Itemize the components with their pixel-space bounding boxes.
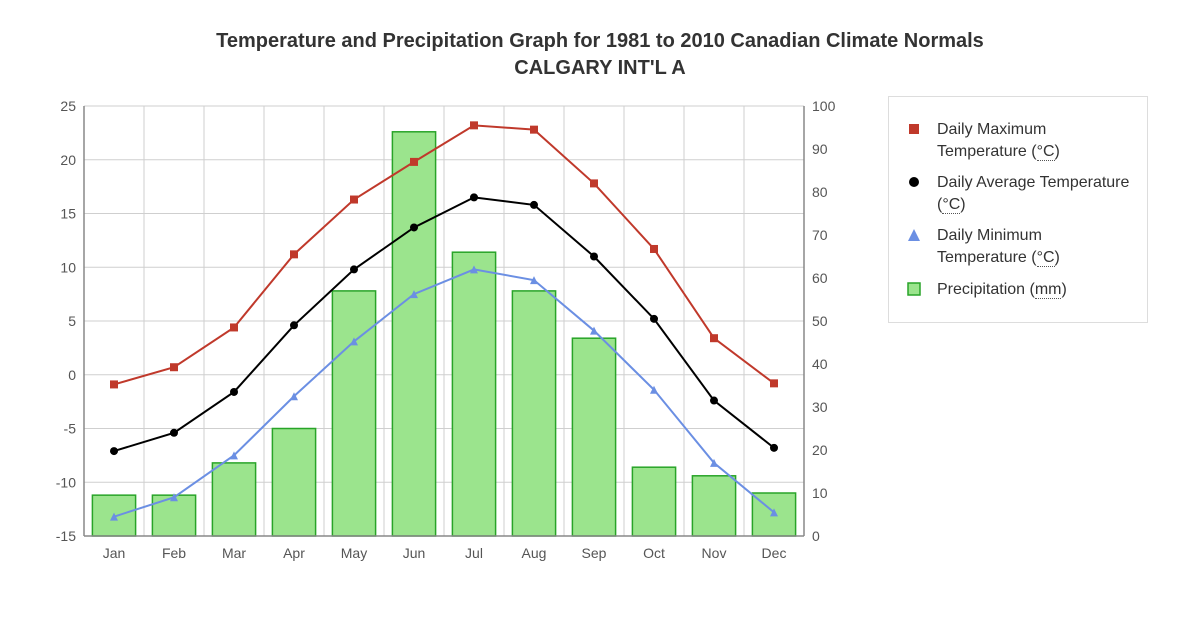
precip-bar (212, 463, 255, 536)
chart-area: -15 -10 -5 0 5 10 15 20 25 0 10 20 30 40 50 60 70 80 90 100… (24, 96, 864, 576)
legend-swatch-min (903, 225, 925, 245)
legend-label-min: Daily Minimum Temperature (°C) (937, 225, 1133, 268)
svg-text:Mar: Mar (222, 545, 246, 561)
svg-text:30: 30 (812, 399, 828, 415)
svg-text:Jan: Jan (103, 545, 126, 561)
svg-text:100: 100 (812, 98, 836, 114)
legend-item-max: Daily Maximum Temperature (°C) (903, 119, 1133, 162)
title-line-2: CALGARY INT'L A (514, 57, 685, 79)
legend-label-precip: Precipitation (mm) (937, 279, 1067, 301)
legend-item-precip: Precipitation (mm) (903, 279, 1133, 301)
svg-text:60: 60 (812, 270, 828, 286)
svg-text:-10: -10 (56, 474, 76, 490)
precip-bar (572, 338, 615, 536)
svg-text:25: 25 (60, 98, 76, 114)
svg-text:Dec: Dec (762, 545, 787, 561)
svg-text:10: 10 (812, 485, 828, 501)
svg-text:5: 5 (68, 313, 76, 329)
svg-text:Aug: Aug (522, 545, 547, 561)
svg-text:0: 0 (812, 528, 820, 544)
svg-text:Jun: Jun (403, 545, 426, 561)
svg-text:-15: -15 (56, 528, 76, 544)
legend: Daily Maximum Temperature (°C) Daily Ave… (888, 96, 1148, 323)
svg-text:Sep: Sep (582, 545, 607, 561)
svg-text:90: 90 (812, 141, 828, 157)
precip-bar (692, 476, 735, 536)
svg-text:Feb: Feb (162, 545, 186, 561)
svg-text:-5: -5 (64, 421, 77, 437)
svg-text:50: 50 (812, 313, 828, 329)
climate-chart: -15 -10 -5 0 5 10 15 20 25 0 10 20 30 40 50 60 70 80 90 100… (24, 96, 864, 576)
svg-text:Apr: Apr (283, 545, 305, 561)
precip-bar (272, 429, 315, 537)
precip-bar (632, 467, 675, 536)
legend-label-max: Daily Maximum Temperature (°C) (937, 119, 1133, 162)
svg-text:10: 10 (60, 259, 76, 275)
svg-text:Nov: Nov (702, 545, 727, 561)
svg-text:15: 15 (60, 206, 76, 222)
svg-text:20: 20 (812, 442, 828, 458)
precip-bar (512, 291, 555, 536)
precip-bar (332, 291, 375, 536)
legend-item-min: Daily Minimum Temperature (°C) (903, 225, 1133, 268)
legend-swatch-max (903, 119, 925, 139)
legend-item-avg: Daily Average Temperature (°C) (903, 172, 1133, 215)
chart-title: Temperature and Precipitation Graph for … (24, 28, 1176, 82)
svg-text:70: 70 (812, 227, 828, 243)
svg-text:May: May (341, 545, 367, 561)
precip-bar (392, 132, 435, 536)
svg-text:20: 20 (60, 152, 76, 168)
svg-text:Oct: Oct (643, 545, 665, 561)
svg-text:Jul: Jul (465, 545, 483, 561)
svg-text:40: 40 (812, 356, 828, 372)
svg-text:80: 80 (812, 184, 828, 200)
svg-text:0: 0 (68, 367, 76, 383)
precip-bar (452, 252, 495, 536)
legend-label-avg: Daily Average Temperature (°C) (937, 172, 1133, 215)
title-line-1: Temperature and Precipitation Graph for … (216, 30, 984, 52)
legend-swatch-precip (903, 279, 925, 299)
legend-swatch-avg (903, 172, 925, 192)
